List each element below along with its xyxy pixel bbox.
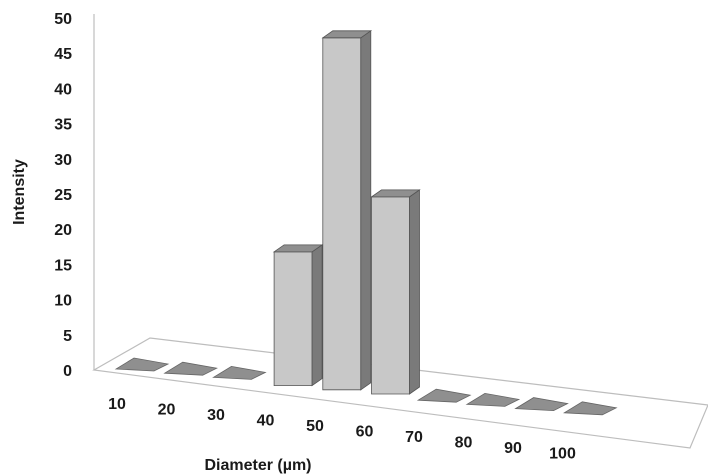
- x-tick-label: 70: [405, 429, 423, 446]
- bar-40: [272, 244, 324, 387]
- bar-30: [212, 365, 267, 380]
- bar-90: [514, 397, 569, 412]
- x-tick-label: 10: [108, 396, 126, 413]
- bar-top: [370, 189, 421, 198]
- bar-zero-pad: [416, 388, 472, 403]
- bar-side: [409, 189, 420, 395]
- x-tick-label: 80: [455, 435, 473, 452]
- bar-side: [360, 30, 372, 391]
- x-tick-label: 50: [306, 418, 324, 435]
- y-tick-label: 40: [54, 81, 72, 98]
- y-tick-label: 5: [63, 328, 72, 345]
- x-tick-label: 20: [158, 402, 176, 419]
- x-tick-labels: 10 20 30 40 50 60 70 80 90 100: [108, 396, 576, 463]
- bar-zero-pad: [163, 361, 218, 376]
- y-tick-label: 10: [54, 293, 72, 310]
- bar-20: [163, 361, 218, 376]
- x-tick-label: 60: [356, 424, 374, 441]
- x-tick-label: 30: [207, 407, 225, 424]
- bar-60: [370, 189, 421, 395]
- bar-100: [562, 401, 618, 416]
- bar-70: [416, 388, 472, 403]
- bar-side: [311, 244, 323, 387]
- bar-front: [322, 37, 362, 391]
- x-tick-label: 90: [504, 440, 522, 457]
- y-axis-title: Intensity: [11, 159, 28, 225]
- y-tick-label: 20: [54, 222, 72, 239]
- x-tick-label: 100: [549, 446, 576, 463]
- bar-80: [465, 392, 521, 407]
- bar-zero-pad: [562, 401, 618, 416]
- bar-top: [272, 244, 324, 253]
- bar-top: [321, 30, 373, 39]
- y-tick-label: 30: [54, 152, 72, 169]
- y-tick-label: 25: [54, 187, 72, 204]
- bar-front: [273, 251, 313, 387]
- bar-50: [321, 30, 373, 391]
- y-tick-label: 50: [54, 11, 72, 28]
- x-tick-label: 40: [257, 413, 275, 430]
- bar-zero-pad: [514, 397, 569, 412]
- y-tick-label: 35: [54, 117, 72, 134]
- bar-10: [114, 357, 170, 372]
- bar-zero-pad: [114, 357, 170, 372]
- y-tick-labels: 0 5 10 15 20 25 30 35 40 45 50: [54, 11, 72, 380]
- bar-zero-pad: [465, 392, 521, 407]
- y-tick-label: 15: [54, 257, 72, 274]
- bars: [114, 30, 618, 416]
- bar-zero-pad: [212, 365, 267, 380]
- bar-front: [371, 196, 410, 395]
- y-tick-label: 0: [63, 363, 72, 380]
- y-tick-label: 45: [54, 46, 72, 63]
- x-axis-title: Diameter (µm): [204, 457, 311, 474]
